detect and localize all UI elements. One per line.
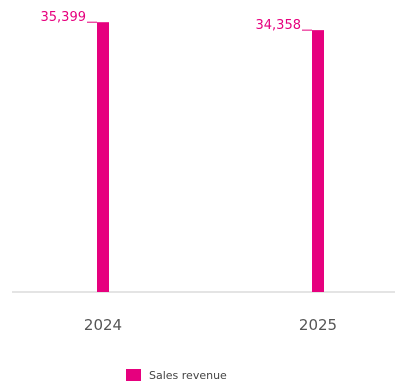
data-labels-group: 35,399 34,358	[41, 10, 312, 33]
category-label-2024: 2024	[84, 316, 122, 334]
bars-group	[97, 22, 324, 293]
legend-swatch	[126, 369, 141, 381]
legend: Sales revenue	[126, 369, 227, 381]
legend-label: Sales revenue	[149, 369, 227, 381]
category-label-2025: 2025	[299, 316, 337, 334]
data-label-2025: 34,358	[256, 18, 302, 33]
category-labels-group: 2024 2025	[84, 316, 337, 334]
bar-2025	[312, 30, 324, 293]
bar-2024	[97, 22, 109, 293]
data-label-2024: 35,399	[41, 10, 87, 25]
